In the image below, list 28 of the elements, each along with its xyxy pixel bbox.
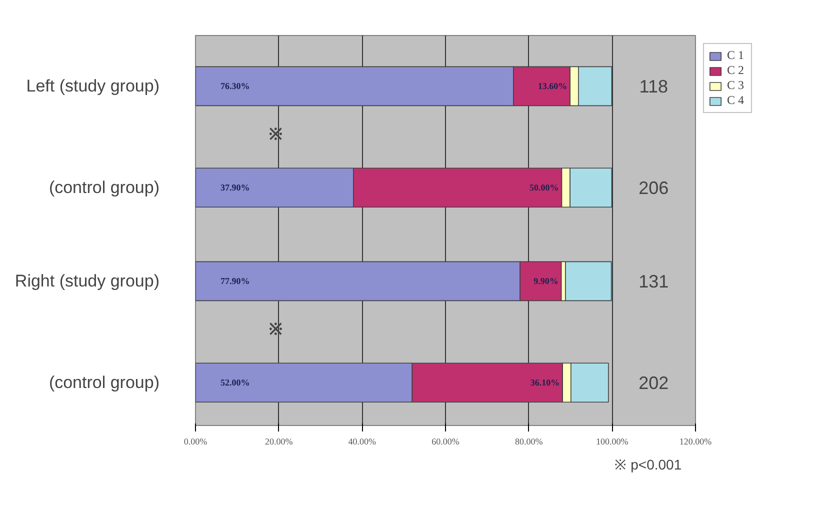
data-label: 50.00%	[530, 182, 559, 193]
legend-label: C 1	[727, 48, 746, 63]
annotation: 206	[638, 178, 669, 198]
annotation: 131	[638, 272, 669, 292]
data-label: 36.10%	[530, 378, 560, 388]
x-tick-label: 120.00%	[679, 436, 712, 446]
data-label: 13.60%	[538, 81, 568, 92]
x-tick-label: 40.00%	[348, 436, 377, 446]
y-tick-label: (control group)	[48, 373, 160, 392]
data-label: 52.00%	[220, 378, 250, 388]
x-tick-label: 0.00%	[184, 436, 208, 446]
data-label: 9.90%	[534, 276, 558, 286]
x-tick-label: 100.00%	[596, 436, 629, 446]
data-label: 76.30%	[220, 81, 250, 92]
x-tick-label: 20.00%	[264, 436, 294, 446]
legend-label: C 2	[727, 63, 746, 78]
x-tick-label: 60.00%	[432, 436, 460, 446]
y-tick-label: Right (study group)	[14, 272, 160, 291]
y-tick-label: Left (study group)	[26, 76, 160, 96]
data-label: 37.90%	[220, 182, 250, 193]
legend-label: C 3	[727, 78, 746, 93]
annotation: 202	[638, 373, 669, 394]
text: ※ p<0.001	[614, 456, 682, 472]
x-tick-label: 80.00%	[514, 436, 544, 446]
y-tick-label: (control group)	[48, 178, 160, 198]
data-label: 77.90%	[220, 276, 250, 286]
annotation: 118	[639, 76, 668, 97]
legend-label: C 4	[727, 93, 746, 108]
